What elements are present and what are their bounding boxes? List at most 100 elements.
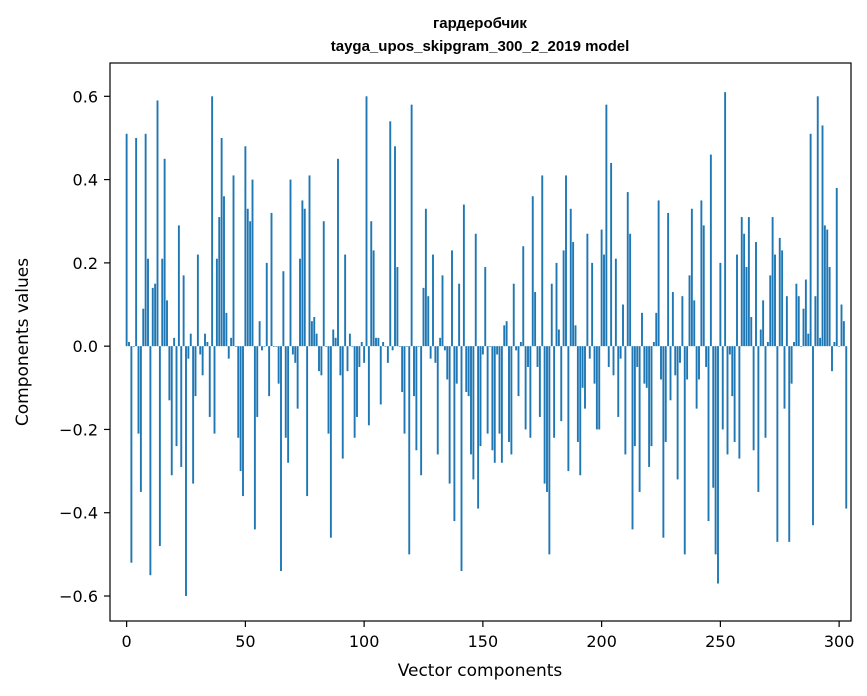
bar-60 xyxy=(268,346,271,397)
bar-279 xyxy=(788,346,791,542)
bar-252 xyxy=(724,92,727,347)
x-tick-label: 50 xyxy=(235,632,255,651)
bar-108 xyxy=(382,342,385,347)
bar-269 xyxy=(764,346,767,438)
bar-134 xyxy=(443,346,446,351)
bar-211 xyxy=(626,192,629,347)
y-tick-label: 0.2 xyxy=(73,254,98,273)
bar-172 xyxy=(534,292,537,347)
bar-37 xyxy=(213,346,216,434)
bar-69 xyxy=(289,179,292,347)
bar-52 xyxy=(249,221,252,347)
bar-98 xyxy=(358,346,361,367)
bar-194 xyxy=(586,233,589,347)
bar-123 xyxy=(417,346,420,347)
bar-74 xyxy=(301,200,304,347)
bar-61 xyxy=(270,212,273,347)
bar-278 xyxy=(785,296,788,347)
bar-142 xyxy=(462,204,465,347)
bar-49 xyxy=(242,346,244,497)
bar-137 xyxy=(451,250,453,347)
bar-93 xyxy=(346,346,349,372)
bar-234 xyxy=(681,296,684,347)
bar-189 xyxy=(574,325,577,347)
bar-255 xyxy=(731,346,734,397)
bar-9 xyxy=(147,258,149,347)
y-tick-label: −0.4 xyxy=(59,504,98,523)
bar-114 xyxy=(396,267,399,347)
bar-133 xyxy=(441,275,444,347)
bar-51 xyxy=(246,208,249,347)
bar-218 xyxy=(643,346,646,384)
bar-14 xyxy=(158,346,161,547)
bar-118 xyxy=(405,346,408,347)
bar-239 xyxy=(693,300,696,347)
bar-42 xyxy=(225,312,228,347)
bar-125 xyxy=(422,287,425,347)
bar-122 xyxy=(415,346,418,451)
bar-44 xyxy=(230,337,233,347)
bar-121 xyxy=(413,346,415,397)
bar-105 xyxy=(375,337,377,347)
bar-84 xyxy=(325,346,328,347)
bar-254 xyxy=(728,346,731,355)
bar-91 xyxy=(341,346,344,459)
x-axis-label: Vector components xyxy=(398,661,563,681)
bar-210 xyxy=(624,346,627,455)
bar-185 xyxy=(565,175,567,347)
bar-281 xyxy=(793,342,795,347)
bar-38 xyxy=(215,258,218,347)
bar-25 xyxy=(185,346,187,597)
bar-292 xyxy=(819,337,822,347)
bar-104 xyxy=(372,250,375,347)
bar-225 xyxy=(660,346,662,380)
bar-193 xyxy=(584,346,586,409)
y-tick-label: 0.4 xyxy=(73,171,98,190)
bar-16 xyxy=(163,158,166,347)
bar-92 xyxy=(344,254,347,347)
bar-32 xyxy=(201,346,204,376)
bar-82 xyxy=(320,346,323,376)
bar-170 xyxy=(529,346,532,438)
bar-275 xyxy=(778,237,781,347)
bar-103 xyxy=(370,221,373,347)
bar-159 xyxy=(503,325,506,347)
bar-233 xyxy=(679,346,681,363)
bar-283 xyxy=(797,296,800,347)
bar-116 xyxy=(401,346,404,392)
bar-161 xyxy=(508,346,510,442)
x-tick-label: 150 xyxy=(468,632,499,651)
bar-33 xyxy=(204,333,206,347)
bar-76 xyxy=(306,346,309,497)
bar-219 xyxy=(645,346,648,388)
bar-228 xyxy=(667,212,670,347)
bar-53 xyxy=(251,179,254,347)
bar-264 xyxy=(752,346,755,451)
bar-67 xyxy=(284,346,287,438)
bar-100 xyxy=(363,346,366,363)
bar-217 xyxy=(641,312,643,347)
bar-289 xyxy=(812,346,814,526)
bar-202 xyxy=(605,104,608,347)
bar-229 xyxy=(669,346,672,401)
bar-62 xyxy=(272,346,275,347)
bar-63 xyxy=(275,346,278,347)
bar-272 xyxy=(771,217,774,347)
bar-20 xyxy=(173,337,176,347)
bar-271 xyxy=(769,275,772,347)
bar-184 xyxy=(562,250,565,347)
bar-23 xyxy=(180,346,183,467)
plot-frame xyxy=(109,62,852,622)
bar-197 xyxy=(593,346,596,384)
bar-64 xyxy=(277,346,280,384)
bar-158 xyxy=(500,346,503,463)
bar-50 xyxy=(244,146,247,347)
bar-111 xyxy=(389,121,392,347)
bar-212 xyxy=(629,233,632,347)
bar-237 xyxy=(688,275,691,347)
bar-299 xyxy=(835,187,838,347)
bar-262 xyxy=(747,217,750,347)
bar-200 xyxy=(600,229,603,347)
bar-36 xyxy=(211,96,214,347)
bar-285 xyxy=(802,308,805,347)
